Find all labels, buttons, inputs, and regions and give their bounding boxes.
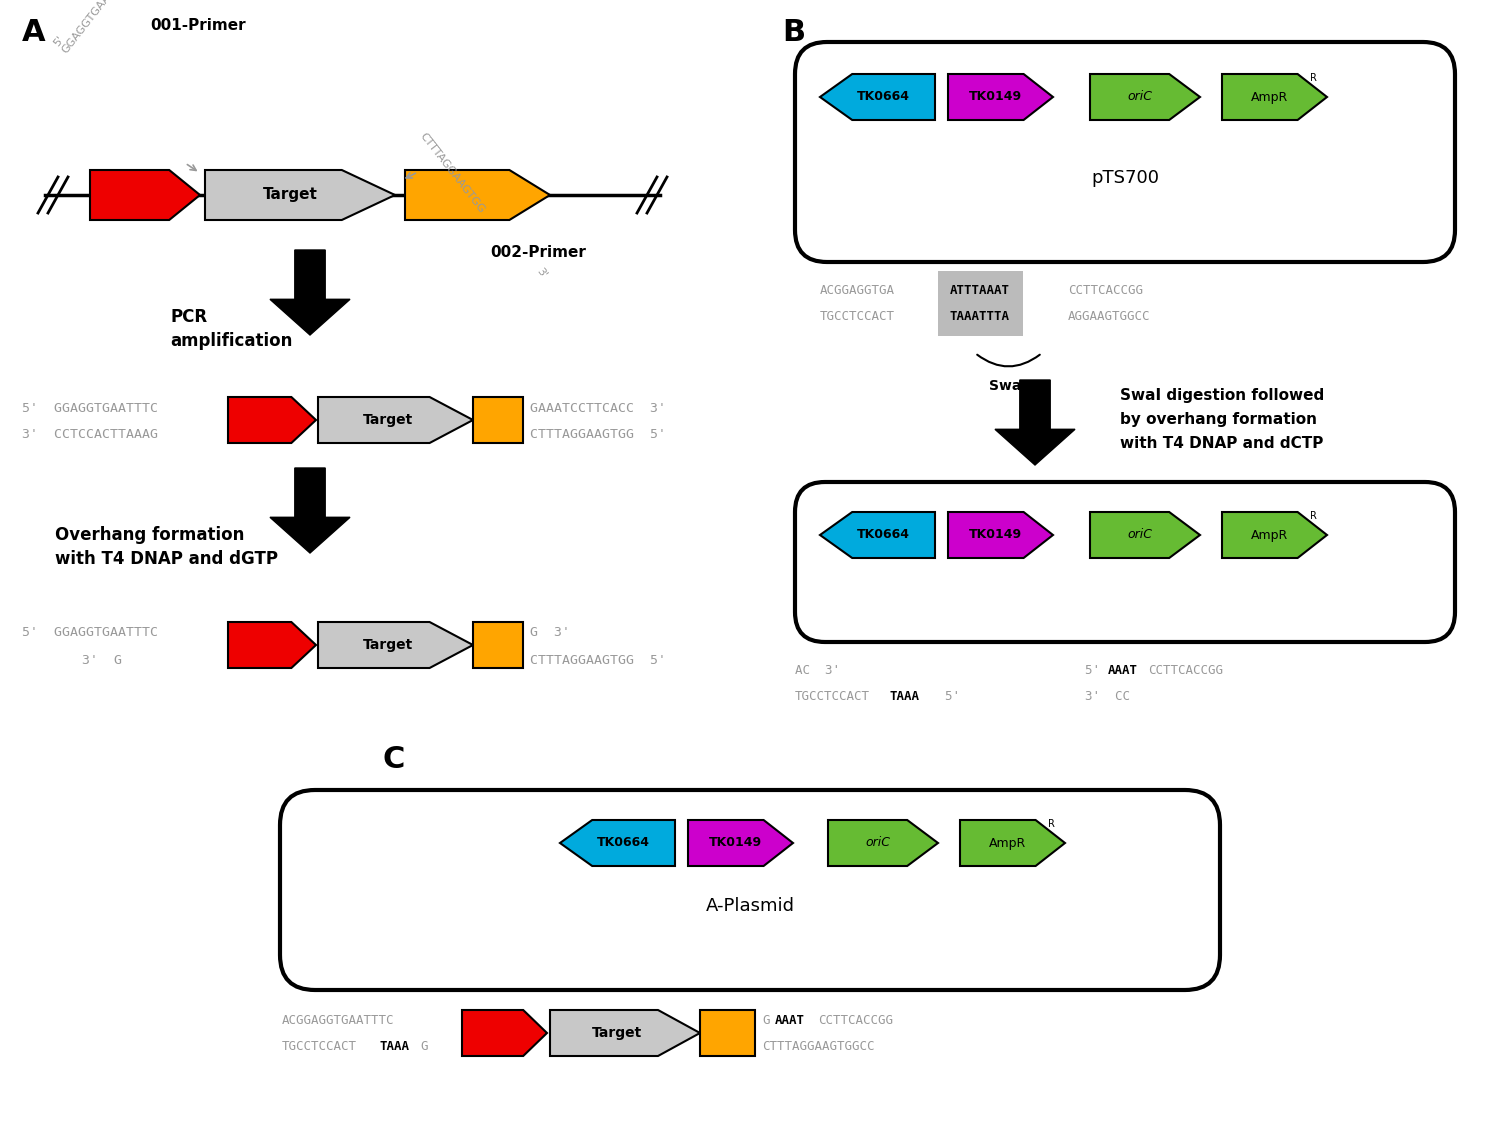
Text: CCTTCACCGG: CCTTCACCGG xyxy=(1068,284,1143,296)
Text: ACGGAGGTGAATTTC: ACGGAGGTGAATTTC xyxy=(282,1013,395,1027)
Text: AAAT: AAAT xyxy=(1108,664,1139,676)
Text: GGAGGTGAATTTC: GGAGGTGAATTTC xyxy=(60,0,129,55)
Polygon shape xyxy=(948,74,1053,120)
Text: 5'  GGAGGTGAATTTC: 5' GGAGGTGAATTTC xyxy=(23,627,158,639)
Text: Target: Target xyxy=(263,188,318,202)
Text: 5'  GGAGGTGAATTTC: 5' GGAGGTGAATTTC xyxy=(23,402,158,414)
Polygon shape xyxy=(228,397,315,443)
Text: oriC: oriC xyxy=(865,837,891,849)
Text: by overhang formation: by overhang formation xyxy=(1120,412,1317,428)
Text: TK0149: TK0149 xyxy=(709,837,762,849)
Polygon shape xyxy=(994,380,1075,465)
Text: G: G xyxy=(421,1041,428,1053)
Polygon shape xyxy=(960,820,1065,866)
Text: TK0149: TK0149 xyxy=(969,90,1021,104)
Text: Target: Target xyxy=(362,413,413,428)
Bar xyxy=(473,622,523,668)
Polygon shape xyxy=(204,170,395,221)
Text: TAAA: TAAA xyxy=(891,691,921,703)
Text: CTTTAGGAAGTGG  5': CTTTAGGAAGTGG 5' xyxy=(530,429,665,441)
Text: CTTTAGGAAGTGG  5': CTTTAGGAAGTGG 5' xyxy=(530,654,665,666)
Text: R: R xyxy=(1048,819,1054,829)
Text: oriC: oriC xyxy=(1126,528,1152,542)
Text: 3'  CCTCCACTTAAAG: 3' CCTCCACTTAAAG xyxy=(23,429,158,441)
Text: TK0664: TK0664 xyxy=(856,528,910,542)
Text: 5': 5' xyxy=(1084,664,1114,676)
Text: AmpR: AmpR xyxy=(1251,528,1287,542)
Polygon shape xyxy=(318,622,473,668)
Text: TGCCTCCACT: TGCCTCCACT xyxy=(282,1041,357,1053)
Polygon shape xyxy=(270,250,350,335)
Text: Target: Target xyxy=(362,638,413,651)
Text: CCTTCACCGG: CCTTCACCGG xyxy=(819,1013,894,1027)
Text: A-Plasmid: A-Plasmid xyxy=(706,897,795,915)
Polygon shape xyxy=(228,622,315,668)
Text: TAAA: TAAA xyxy=(380,1041,410,1053)
Text: TK0149: TK0149 xyxy=(969,528,1021,542)
Text: G: G xyxy=(762,1013,769,1027)
Text: oriC: oriC xyxy=(1126,90,1152,104)
Text: PCR: PCR xyxy=(170,308,207,326)
Polygon shape xyxy=(270,468,350,553)
Text: Target: Target xyxy=(592,1026,643,1041)
Polygon shape xyxy=(406,170,550,221)
Polygon shape xyxy=(948,512,1053,558)
Text: with T4 DNAP and dCTP: with T4 DNAP and dCTP xyxy=(1120,435,1323,451)
Text: 002-Primer: 002-Primer xyxy=(490,245,586,260)
FancyBboxPatch shape xyxy=(279,789,1220,990)
Text: AmpR: AmpR xyxy=(988,837,1026,849)
Text: AmpR: AmpR xyxy=(1251,90,1287,104)
Text: amplification: amplification xyxy=(170,333,293,349)
Polygon shape xyxy=(1223,74,1326,120)
FancyBboxPatch shape xyxy=(795,42,1455,262)
Polygon shape xyxy=(90,170,200,221)
Text: C: C xyxy=(382,745,404,774)
Text: SwaI digestion followed: SwaI digestion followed xyxy=(1120,388,1325,403)
Text: AC  3': AC 3' xyxy=(795,664,840,676)
Bar xyxy=(700,1010,756,1056)
Text: 3'  G: 3' G xyxy=(83,654,122,666)
Polygon shape xyxy=(688,820,793,866)
Text: GAAATCCTTCACC  3': GAAATCCTTCACC 3' xyxy=(530,402,665,414)
Text: Overhang formation: Overhang formation xyxy=(56,526,245,544)
Text: 3': 3' xyxy=(535,266,550,280)
Text: 5': 5' xyxy=(930,691,960,703)
Text: TAAATTTA: TAAATTTA xyxy=(949,311,1009,323)
Text: ATTTAAAT: ATTTAAAT xyxy=(949,284,1009,296)
Polygon shape xyxy=(1090,74,1200,120)
Text: CCTTCACCGG: CCTTCACCGG xyxy=(1148,664,1223,676)
Text: CTTTAGGAAGTGG: CTTTAGGAAGTGG xyxy=(418,131,487,215)
Text: A: A xyxy=(23,18,45,48)
Text: R: R xyxy=(1310,74,1317,83)
Text: R: R xyxy=(1310,511,1317,521)
Polygon shape xyxy=(463,1010,547,1056)
Text: TK0664: TK0664 xyxy=(856,90,910,104)
Text: SwaI: SwaI xyxy=(990,379,1027,392)
Polygon shape xyxy=(1223,512,1326,558)
Polygon shape xyxy=(820,512,936,558)
Text: 001-Primer: 001-Primer xyxy=(150,18,246,33)
Text: B: B xyxy=(783,18,805,48)
FancyBboxPatch shape xyxy=(795,482,1455,642)
Text: G  3': G 3' xyxy=(530,627,569,639)
Polygon shape xyxy=(560,820,674,866)
Text: with T4 DNAP and dGTP: with T4 DNAP and dGTP xyxy=(56,550,278,568)
Text: TGCCTCCACT: TGCCTCCACT xyxy=(795,691,870,703)
Polygon shape xyxy=(820,74,936,120)
Text: ACGGAGGTGA: ACGGAGGTGA xyxy=(820,284,895,296)
Text: AGGAAGTGGCC: AGGAAGTGGCC xyxy=(1068,311,1151,323)
Text: 3'  CC: 3' CC xyxy=(1084,691,1130,703)
Polygon shape xyxy=(318,397,473,443)
Bar xyxy=(473,397,523,443)
Text: 5': 5' xyxy=(53,34,66,48)
Text: TGCCTCCACT: TGCCTCCACT xyxy=(820,311,895,323)
Polygon shape xyxy=(1090,512,1200,558)
Text: CTTTAGGAAGTGGCC: CTTTAGGAAGTGGCC xyxy=(762,1041,874,1053)
Polygon shape xyxy=(828,820,939,866)
Text: AAAT: AAAT xyxy=(775,1013,805,1027)
Text: TK0664: TK0664 xyxy=(596,837,650,849)
Polygon shape xyxy=(550,1010,700,1056)
Text: pTS700: pTS700 xyxy=(1090,170,1160,188)
